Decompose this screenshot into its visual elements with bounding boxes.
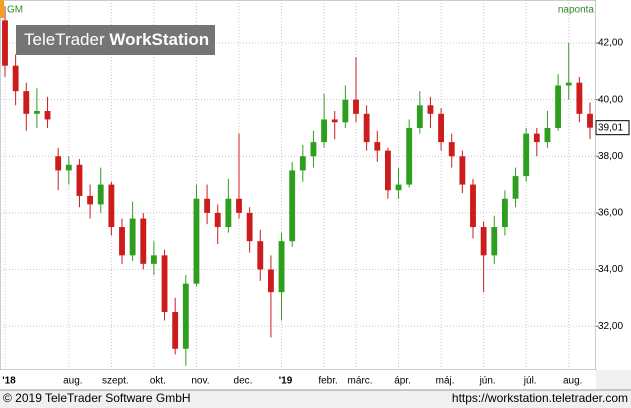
candle-body <box>321 119 328 143</box>
candle-body <box>172 311 179 349</box>
candle-body <box>225 198 232 228</box>
y-tick-label: 34,00 <box>598 264 623 275</box>
x-tick-label: febr. <box>318 376 337 387</box>
x-tick-label: aug. <box>63 376 82 387</box>
candle-body <box>438 113 445 143</box>
symbol-marker <box>0 0 4 18</box>
symbol: GM <box>7 5 23 16</box>
candle-body <box>523 133 530 177</box>
footer-right: https://workstation.teletrader.com <box>452 391 628 405</box>
candle-body <box>257 241 264 270</box>
x-tick-label: máj. <box>436 376 455 387</box>
candle-body <box>204 198 211 213</box>
x-tick-label: '19 <box>279 376 293 387</box>
candle-body <box>33 110 40 114</box>
candle-body <box>140 218 147 264</box>
candle-body <box>87 195 94 205</box>
candle-body <box>576 82 583 114</box>
y-axis-area <box>596 0 631 370</box>
candle-body <box>267 269 274 293</box>
x-tick-label: jún. <box>479 376 496 387</box>
candle-body <box>108 184 115 228</box>
x-tick-label: aug. <box>563 376 582 387</box>
candle-body <box>427 105 434 114</box>
candle-body <box>512 176 519 199</box>
candle-body <box>587 113 593 128</box>
candle-body <box>193 198 200 284</box>
x-tick-label: szept. <box>102 376 129 387</box>
candle-body <box>150 255 157 264</box>
candle-body <box>2 20 8 66</box>
watermark: TeleTrader WorkStation <box>24 30 209 49</box>
candle-body <box>555 85 562 128</box>
plot <box>0 0 596 370</box>
candle-body <box>76 164 83 196</box>
candle-body <box>161 255 168 312</box>
x-tick-label: dec. <box>234 376 253 387</box>
footer-left: © 2019 TeleTrader Software GmbH <box>3 391 191 405</box>
candle-body <box>342 99 349 123</box>
candle-body <box>289 170 296 242</box>
candle-body <box>501 198 508 228</box>
plot-area <box>0 0 597 371</box>
candle-body <box>278 241 285 293</box>
candle-body <box>448 142 455 157</box>
candle-body <box>459 156 466 185</box>
candle-body <box>353 99 359 114</box>
candle-body <box>480 227 487 256</box>
x-tick-label: márc. <box>348 376 373 387</box>
candle-body <box>384 150 391 191</box>
candle-body <box>470 184 476 228</box>
watermark-a: TeleTrader <box>24 30 109 49</box>
x-tick-label: '18 <box>2 376 16 387</box>
x-axis-area <box>0 370 596 390</box>
candle-body <box>129 218 136 256</box>
candle-body <box>97 184 104 205</box>
y-tick-label: 36,00 <box>598 208 623 219</box>
y-tick-label: 42,00 <box>598 38 623 49</box>
interval: naponta <box>558 5 595 16</box>
candle-body <box>363 113 370 143</box>
candle-body <box>182 283 189 349</box>
candle-body <box>55 156 62 171</box>
last-price-label: 39,01 <box>598 122 623 133</box>
candle-body <box>565 82 572 86</box>
candle-body <box>395 184 402 191</box>
watermark-b: WorkStation <box>109 30 209 49</box>
candle-body <box>119 227 125 256</box>
last-price-box <box>595 120 630 136</box>
candle-body <box>23 91 30 114</box>
candle-body <box>544 127 551 143</box>
candle-body <box>533 133 540 143</box>
candle-body <box>214 212 221 228</box>
candle-body <box>491 227 498 256</box>
candle-body <box>374 142 381 151</box>
candle-body <box>44 110 51 120</box>
candle-body <box>299 156 306 171</box>
x-tick-label: ápr. <box>394 376 411 387</box>
y-tick-label: 38,00 <box>598 151 623 162</box>
y-tick-label: 40,00 <box>598 94 623 105</box>
candle-body <box>406 127 413 185</box>
candle-body <box>12 65 19 92</box>
candle-body <box>416 105 423 128</box>
candle-body <box>246 212 253 242</box>
candle-body <box>65 164 72 171</box>
candle-body <box>331 119 338 123</box>
candle-body <box>236 198 242 213</box>
candle-body <box>310 142 317 157</box>
x-tick-label: nov. <box>191 376 209 387</box>
watermark-box <box>16 25 215 55</box>
x-tick-label: júl. <box>523 376 537 387</box>
x-tick-label: okt. <box>150 376 166 387</box>
y-tick-label: 32,00 <box>598 321 623 332</box>
